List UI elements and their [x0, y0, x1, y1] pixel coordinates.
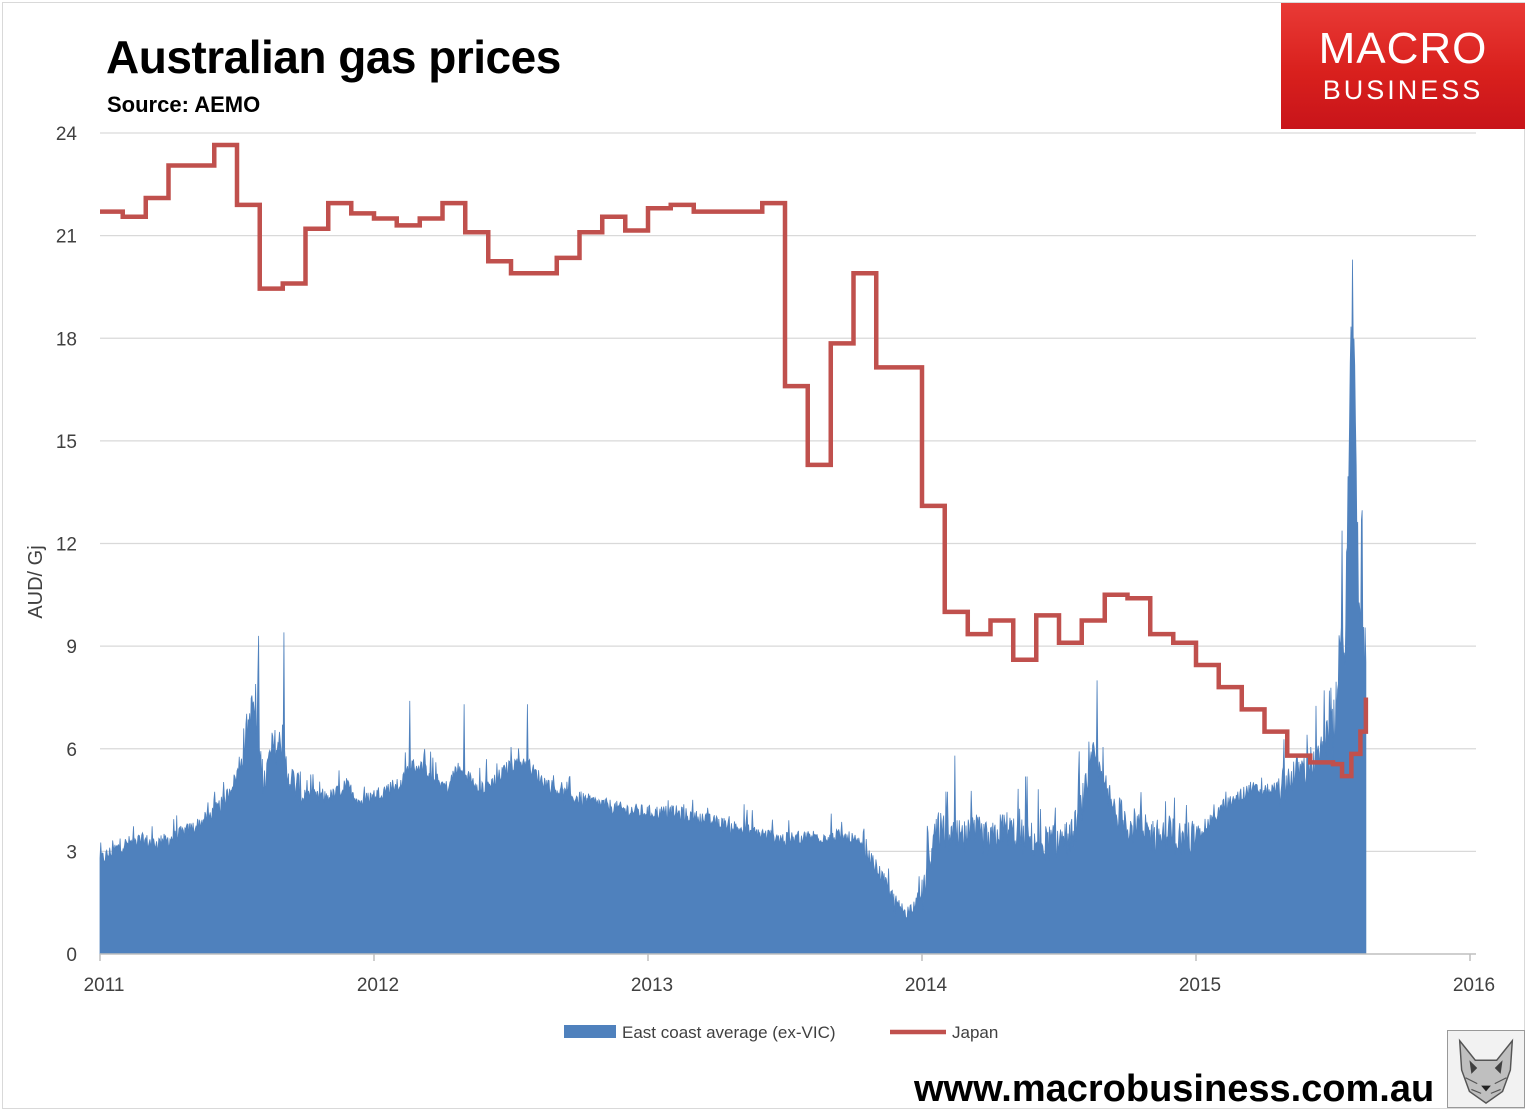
x-tick-label: 2012 [357, 975, 399, 996]
axes: 2011 2012 2013 2014 2015 2016 [84, 953, 1495, 996]
chart-subtitle: Source: AEMO [107, 92, 261, 117]
japan-line-series [100, 142, 1369, 779]
legend: East coast average (ex-VIC) Japan [564, 1023, 998, 1042]
x-tick-label: 2015 [1179, 975, 1221, 996]
legend-label-japan: Japan [952, 1023, 998, 1042]
x-tick-label: 2014 [905, 975, 948, 996]
macrobusiness-logo: MACRO BUSINESS [1281, 3, 1525, 129]
y-tick-label: 3 [66, 842, 77, 863]
x-tick-label: 2013 [631, 975, 673, 996]
y-tick-label: 18 [56, 329, 77, 350]
east-coast-area [99, 259, 1367, 955]
y-tick-label: 15 [56, 432, 77, 453]
y-tick-label: 21 [56, 227, 77, 248]
x-tick-label: 2016 [1453, 975, 1495, 996]
site-url: www.macrobusiness.com.au [914, 1068, 1435, 1110]
legend-label-east-coast: East coast average (ex-VIC) [622, 1023, 836, 1042]
fox-mascot-icon [1447, 1030, 1525, 1108]
x-tick-label: 2011 [84, 975, 125, 996]
logo-line-1: MACRO [1318, 24, 1488, 73]
logo-line-2: BUSINESS [1322, 75, 1484, 105]
y-tick-label: 0 [66, 945, 77, 966]
japan-line [100, 142, 1369, 779]
chart-title: Australian gas prices [106, 31, 561, 83]
legend-swatch-east-coast [564, 1025, 616, 1038]
y-tick-label: 6 [66, 740, 77, 761]
y-tick-label: 24 [56, 124, 78, 145]
east-coast-area-series [99, 259, 1367, 955]
y-axis-label: AUD/ Gj [25, 545, 47, 618]
y-tick-label: 9 [66, 637, 77, 658]
y-tick-label: 12 [56, 535, 77, 556]
